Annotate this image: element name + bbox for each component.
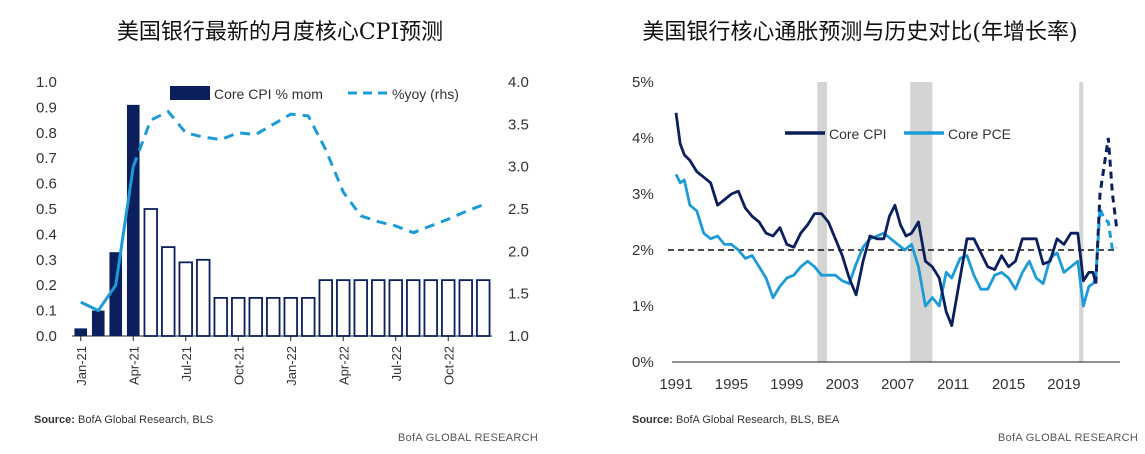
bar-jun-22 [371, 279, 386, 337]
y-tick-label: 1% [632, 298, 654, 315]
right-chart-legend: Core CPI Core PCE [785, 126, 1011, 142]
right-chart-lines [674, 112, 1119, 328]
legend-label-yoy: %yoy (rhs) [392, 86, 459, 102]
bar-jan-21 [74, 328, 88, 336]
left-source-note: Source: BofA Global Research, BLS [34, 414, 213, 426]
recession-band [817, 82, 828, 362]
right-chart-y-axis-ticks: 5% 4% 3% 2% 1% 0% [632, 74, 654, 371]
bar-feb-22 [301, 296, 316, 337]
left-chart-title: 美国银行最新的月度核心CPI预测 [116, 20, 444, 45]
right-axis-tick: 2.5 [508, 201, 529, 218]
left-axis-tick: 0.0 [36, 328, 57, 345]
x-tick-label: 1991 [659, 376, 692, 393]
right-source-label: Source: [632, 414, 673, 426]
x-tick-label: 1999 [770, 376, 803, 393]
x-tick-label: Jul-22 [389, 346, 404, 381]
right-source-text: BofA Global Research, BLS, BEA [676, 414, 840, 426]
recession-band [910, 82, 933, 362]
left-chart-bars [74, 104, 491, 337]
left-brand-footer: BofA GLOBAL RESEARCH [398, 432, 539, 444]
left-chart-x-axis-ticks: Jan-21 Apr-21 Jul-21 Oct-21 Jan-22 Apr-22 Jul-… [74, 336, 456, 386]
bar-feb-21 [91, 310, 105, 336]
core-pce-line [674, 173, 1098, 308]
right-brand-footer: BofA GLOBAL RESEARCH [998, 432, 1139, 444]
bar-may-22 [353, 279, 368, 337]
right-chart-title: 美国银行核心通胀预测与历史对比(年增长率) [642, 20, 1078, 45]
left-chart-yoy-line [80, 109, 484, 313]
left-axis-tick: 0.5 [36, 201, 57, 218]
yoy-line-actual [80, 166, 135, 313]
left-axis-tick: 0.3 [36, 252, 57, 269]
bar-dec-22 [476, 279, 491, 337]
core-inflation-history-chart: 5% 4% 3% 2% 1% 0% 1991 1995 1999 2003 2007 2011 201… [632, 74, 1120, 393]
x-tick-label: Jul-21 [179, 346, 194, 381]
left-axis-tick: 0.2 [36, 277, 57, 294]
x-tick-label: Jan-21 [74, 346, 89, 386]
x-tick-label: Apr-21 [126, 346, 141, 385]
y-tick-label: 4% [632, 130, 654, 147]
recession-shading [817, 82, 1084, 362]
left-axis-tick: 0.1 [36, 303, 57, 320]
legend-swatch-core-cpi-mom [170, 86, 210, 100]
left-chart-legend: Core CPI % mom %yoy (rhs) [170, 86, 459, 102]
bar-sep-21 [213, 296, 228, 337]
right-axis-tick: 1.5 [508, 286, 529, 303]
x-tick-label: Oct-21 [231, 346, 246, 385]
bar-aug-22 [406, 279, 421, 337]
x-tick-label: 2019 [1047, 376, 1080, 393]
y-tick-label: 5% [632, 74, 654, 91]
x-tick-label: 2003 [826, 376, 859, 393]
core-cpi-forecast-line [1094, 137, 1119, 284]
yoy-line-forecast [131, 109, 484, 235]
y-tick-label: 2% [632, 242, 654, 259]
bar-jun-21 [161, 246, 176, 337]
bar-aug-21 [196, 258, 211, 337]
x-tick-label: 2007 [881, 376, 914, 393]
x-tick-label: 2015 [992, 376, 1025, 393]
legend-label-core-cpi: Core CPI [829, 126, 887, 142]
monthly-core-cpi-chart: 1.0 0.9 0.8 0.7 0.6 0.5 0.4 0.3 0.2 0.1 0.0 4.0 3.5… [36, 74, 529, 386]
right-axis-tick: 3.0 [508, 159, 529, 176]
left-source-label: Source: [34, 414, 75, 426]
bar-may-21 [143, 208, 158, 337]
left-axis-tick: 0.8 [36, 125, 57, 142]
left-chart-right-axis-ticks: 4.0 3.5 3.0 2.5 2.0 1.5 1.0 [508, 74, 529, 345]
right-axis-tick: 3.5 [508, 116, 529, 133]
right-source-note: Source: BofA Global Research, BLS, BEA [632, 414, 839, 426]
right-axis-tick: 2.0 [508, 243, 529, 260]
left-axis-tick: 0.9 [36, 99, 57, 116]
core-pce-forecast-line [1094, 207, 1118, 279]
y-tick-label: 0% [632, 354, 654, 371]
x-tick-label: 1995 [715, 376, 748, 393]
bar-dec-21 [266, 296, 281, 337]
left-axis-tick: 0.6 [36, 176, 57, 193]
left-chart-left-axis-ticks: 1.0 0.9 0.8 0.7 0.6 0.5 0.4 0.3 0.2 0.1 0.0 [36, 74, 57, 345]
bar-nov-21 [248, 296, 263, 337]
bar-sep-22 [423, 279, 438, 337]
core-cpi-line [674, 112, 1098, 328]
x-tick-label: Apr-22 [336, 346, 351, 385]
bar-mar-22 [318, 279, 333, 337]
legend-label-core-cpi-mom: Core CPI % mom [214, 86, 323, 102]
left-axis-tick: 0.4 [36, 226, 57, 243]
left-axis-tick: 1.0 [36, 74, 57, 91]
x-tick-label: Oct-22 [441, 346, 456, 385]
legend-label-core-pce: Core PCE [948, 126, 1011, 142]
x-tick-label: Jan-22 [284, 346, 299, 386]
right-axis-tick: 1.0 [508, 328, 529, 345]
bar-apr-21 [126, 104, 140, 336]
right-chart-x-axis-ticks: 1991 1995 1999 2003 2007 2011 2015 2019 [659, 376, 1080, 393]
y-tick-label: 3% [632, 186, 654, 203]
left-axis-tick: 0.7 [36, 150, 57, 167]
left-source-text: BofA Global Research, BLS [78, 414, 214, 426]
bar-nov-22 [458, 279, 473, 337]
recession-band [1079, 82, 1084, 362]
right-axis-tick: 4.0 [508, 74, 529, 91]
x-tick-label: 2011 [937, 376, 969, 393]
